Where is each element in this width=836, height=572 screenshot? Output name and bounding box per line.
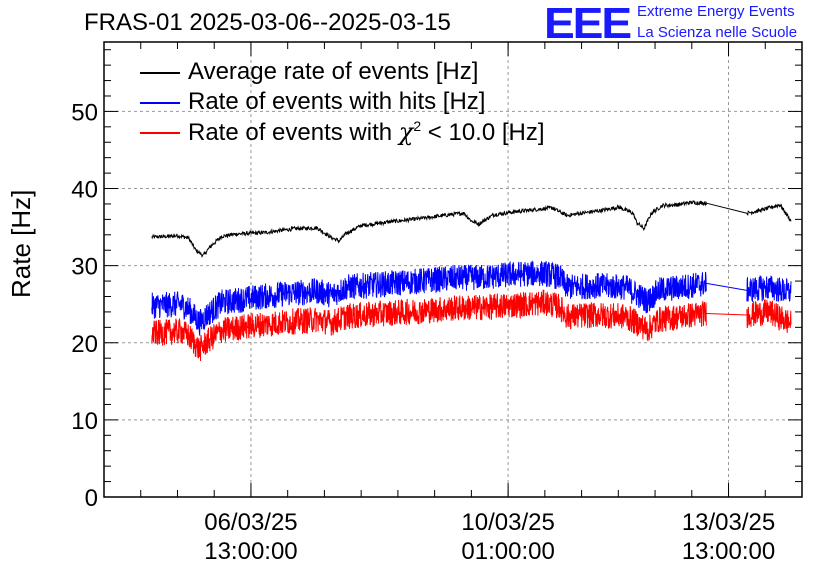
y-tick-label: 0 <box>85 485 98 512</box>
series-hits-line-late <box>746 275 792 302</box>
legend-swatch-hits <box>140 102 180 104</box>
series-average-line <box>151 199 707 258</box>
x-tick-label-date: 10/03/25 <box>461 509 554 536</box>
x-tick-label-date: 13/03/25 <box>682 509 775 536</box>
legend-label-hits: Rate of events with hits [Hz] <box>188 88 486 115</box>
y-tick-label: 30 <box>71 254 98 281</box>
plot-frame <box>103 41 803 498</box>
series-chi2-line <box>151 289 707 362</box>
y-tick-label: 40 <box>71 177 98 204</box>
y-tick-label: 20 <box>71 331 98 358</box>
legend-label-average: Average rate of events [Hz] <box>188 58 479 85</box>
x-tick-label-time: 01:00:00 <box>461 538 554 565</box>
logo-line-2: La Scienza nelle Scuole <box>637 24 798 41</box>
chart-title: FRAS-01 2025-03-06--2025-03-15 <box>84 9 451 36</box>
series-hits-line-gap-connector <box>706 282 747 291</box>
series-chi2-line-gap-connector <box>706 312 747 316</box>
legend-chi-sup: 2 <box>413 118 422 134</box>
legend-label-chi2: Rate of events with χ2 < 10.0 [Hz] <box>188 118 545 147</box>
x-tick-label-time: 13:00:00 <box>682 538 775 565</box>
x-tick-label-time: 13:00:00 <box>204 538 297 565</box>
legend-chi2-prefix: Rate of events with <box>188 119 399 146</box>
series-hits-line <box>151 260 707 336</box>
y-tick-label: 50 <box>71 99 98 126</box>
series-chi2-line-late <box>746 299 792 333</box>
legend-chi-symbol: χ <box>398 118 414 146</box>
series-average-line-late <box>746 203 792 222</box>
legend-swatch-chi2 <box>140 132 180 134</box>
eee-logo: EEE <box>544 2 632 42</box>
y-tick-label: 10 <box>71 408 98 435</box>
logo-mark: EEE <box>544 2 631 42</box>
y-axis-label: Rate [Hz] <box>6 189 36 298</box>
x-tick-label-date: 06/03/25 <box>204 509 297 536</box>
legend-swatch-average <box>140 72 180 74</box>
legend-chi2-suffix: < 10.0 [Hz] <box>421 119 545 146</box>
logo-line-1: Extreme Energy Events <box>637 3 795 20</box>
series-average-line-gap-connector <box>706 202 748 214</box>
